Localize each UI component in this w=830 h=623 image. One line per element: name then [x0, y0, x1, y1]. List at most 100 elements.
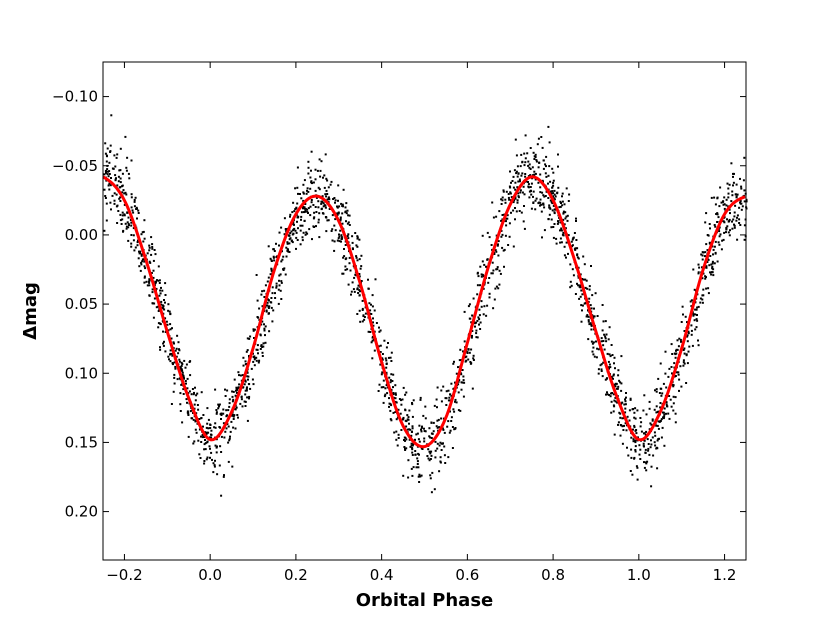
data-point [571, 238, 574, 241]
data-point [385, 384, 388, 387]
data-point [702, 272, 705, 275]
data-point [295, 206, 298, 209]
data-point [561, 200, 564, 203]
data-point [234, 408, 237, 411]
data-point [273, 259, 276, 262]
data-point [613, 362, 615, 365]
data-point [566, 214, 569, 217]
data-point [709, 255, 712, 257]
data-point [125, 227, 128, 230]
data-point [510, 181, 512, 184]
data-point [318, 212, 321, 215]
data-point [119, 181, 122, 184]
data-point [416, 432, 419, 435]
data-point [504, 201, 507, 204]
data-point [302, 183, 305, 186]
data-point [677, 345, 680, 348]
data-point [523, 164, 526, 167]
data-point [714, 203, 717, 206]
data-point [490, 244, 493, 246]
data-point [180, 383, 183, 386]
data-point [246, 419, 249, 422]
data-point [252, 356, 255, 358]
data-point [485, 314, 488, 317]
data-point [250, 367, 253, 370]
data-point [325, 189, 328, 192]
data-point [510, 196, 513, 199]
data-point [633, 424, 636, 427]
data-point [409, 428, 412, 431]
data-point [468, 351, 471, 354]
data-point [451, 447, 454, 449]
data-point [436, 419, 439, 422]
data-point [705, 212, 708, 215]
data-point [397, 408, 400, 411]
data-point [697, 272, 700, 275]
data-point [444, 397, 447, 400]
data-point [164, 294, 167, 296]
data-point [198, 453, 201, 456]
data-point [491, 272, 494, 275]
data-point [348, 224, 351, 226]
data-point [103, 229, 106, 232]
data-point [136, 241, 139, 244]
data-point [720, 201, 723, 204]
data-point [685, 354, 688, 357]
data-point [134, 196, 137, 199]
data-point [345, 202, 348, 205]
data-point [266, 301, 269, 304]
data-point [197, 439, 200, 442]
data-point [391, 380, 394, 382]
data-point [686, 340, 689, 343]
data-point [638, 453, 641, 456]
data-point [589, 304, 592, 307]
data-point [613, 356, 616, 359]
data-point [674, 412, 677, 415]
data-point [159, 346, 161, 349]
data-point [610, 400, 613, 403]
data-point [393, 431, 396, 434]
data-point [727, 187, 730, 190]
data-point [399, 412, 402, 415]
data-point [327, 196, 330, 199]
data-point [621, 425, 624, 428]
data-point [655, 411, 658, 414]
data-point [195, 394, 198, 397]
data-point [269, 273, 272, 276]
data-point [178, 349, 181, 352]
data-point [222, 475, 225, 478]
data-point [678, 337, 681, 340]
data-point [341, 272, 344, 275]
data-point [307, 160, 310, 163]
data-point [272, 309, 275, 312]
data-point [185, 382, 187, 385]
data-point [697, 339, 699, 342]
data-point [572, 236, 575, 239]
data-point [482, 313, 485, 316]
data-point [174, 365, 177, 368]
data-point [591, 294, 594, 297]
data-point [433, 488, 436, 491]
data-point [327, 186, 330, 189]
data-point [600, 337, 603, 340]
data-point [227, 460, 230, 463]
data-point [324, 206, 327, 209]
data-point [517, 192, 520, 195]
data-point [739, 201, 741, 204]
data-point [672, 385, 675, 388]
data-point [552, 204, 555, 207]
data-point [505, 224, 508, 227]
data-point [475, 336, 478, 339]
data-point [561, 195, 563, 198]
data-point [707, 258, 710, 261]
data-point [739, 177, 741, 180]
data-point [361, 309, 364, 311]
data-point [696, 314, 698, 316]
data-point [549, 199, 552, 202]
data-point [357, 284, 360, 287]
data-point [263, 289, 266, 292]
model-curve [102, 175, 746, 449]
data-point [613, 399, 616, 402]
data-point [384, 357, 387, 360]
data-point [717, 216, 720, 219]
